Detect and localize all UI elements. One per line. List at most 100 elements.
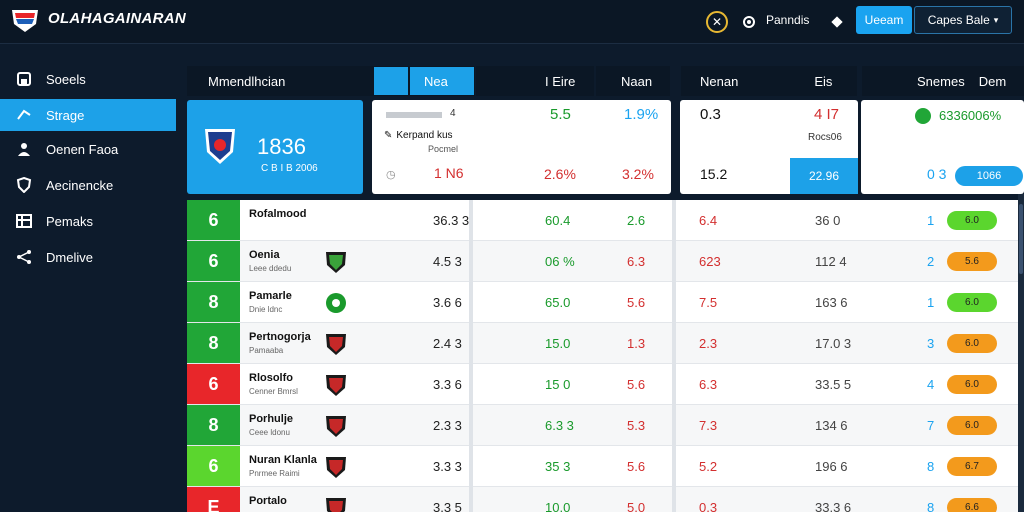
team-name[interactable]: Rlosolfo xyxy=(249,372,293,384)
stat-cell: 15.0 xyxy=(545,336,571,351)
score-pill[interactable]: 6.0 xyxy=(947,375,997,394)
column-header-label: Eis xyxy=(814,73,833,89)
team-crest-icon xyxy=(326,375,346,396)
outline-button[interactable]: Capes Bale ▾ xyxy=(914,6,1012,34)
stat-cell: 6.3 xyxy=(699,377,718,392)
card-value: 15.2 xyxy=(700,166,728,182)
team-crest-icon xyxy=(326,252,346,273)
main-content: Mmendlhcian Nea I Eire Naan Nenan Eis Sn… xyxy=(176,44,1024,512)
column-divider xyxy=(469,200,473,512)
stat-cell: 623 xyxy=(699,254,721,269)
stats-card: 6336006% 0 3 1066 xyxy=(861,100,1024,194)
stat-cell: 134 6 xyxy=(815,418,848,433)
rank-badge: 8 xyxy=(187,323,240,363)
card-value: 6336006% xyxy=(939,108,1002,123)
team-name[interactable]: Pamarle xyxy=(249,290,292,302)
column-header[interactable]: Snemes Dem xyxy=(862,66,1024,96)
brand-logo-icon[interactable] xyxy=(10,6,40,34)
stat-cell: 7 xyxy=(927,418,935,433)
sidebar-item-2[interactable]: Oenen Faoa xyxy=(0,133,176,165)
table-row[interactable]: 6 Rlosolfo Cenner Bmrsl 3.3 6 15 0 5.6 6.3 33.5… xyxy=(187,364,1024,405)
stat-cell: 36 0 xyxy=(815,213,841,228)
table-row[interactable]: E Portalo 3.3 5 10.0 5.0 0.3 33.3 6 8 6.6 xyxy=(187,487,1024,512)
top-link[interactable]: Panndis xyxy=(766,13,810,27)
stat-cell: 5.6 xyxy=(627,295,646,310)
highlight-value-button[interactable]: 22.96 xyxy=(790,158,858,194)
stat-cell: 196 6 xyxy=(815,459,848,474)
scrollbar[interactable] xyxy=(1018,194,1024,512)
table-row[interactable]: 8 Porhulje Ceee ldonu 2.3 3 6.3 3 5.3 7.3 134 6… xyxy=(187,405,1024,446)
team-name[interactable]: Pertnogorja xyxy=(249,331,311,343)
team-name[interactable]: Nuran Klanla xyxy=(249,454,317,466)
card-sublabel: Pocmel xyxy=(428,144,459,154)
team-subtitle: Pamaaba xyxy=(249,346,284,355)
column-header[interactable]: I Eire xyxy=(476,66,594,96)
stat-cell: 33.5 5 xyxy=(815,377,852,392)
sidebar-item-3[interactable]: Aecinencke xyxy=(0,169,176,201)
settings-icon[interactable] xyxy=(738,11,760,33)
stat-cell: 3.3 5 xyxy=(433,500,462,512)
column-divider xyxy=(672,200,676,512)
stat-cell: 4.5 3 xyxy=(433,254,462,269)
column-header-label: Snemes xyxy=(917,73,965,89)
column-header[interactable]: Nea xyxy=(409,66,475,96)
team-name[interactable]: Rofalmood xyxy=(249,208,307,220)
feature-card[interactable]: 1836 C B I B 2006 xyxy=(187,100,363,194)
stat-cell: 2 xyxy=(927,254,935,269)
standings-table: 6 Rofalmood 36.3 3 60.4 2.6 6.4 36 0 1 6.0 6 Oenia… xyxy=(187,200,1024,512)
column-header-accent xyxy=(373,66,409,96)
score-pill[interactable]: 6.0 xyxy=(947,293,997,312)
table-row[interactable]: 6 Oenia Leee ddedu 4.5 3 06 % 6.3 623 112 4 2 5.6 xyxy=(187,241,1024,282)
rank-badge: 6 xyxy=(187,446,240,486)
team-subtitle: Pnrmee Raimi xyxy=(249,469,300,478)
sidebar-item-label: Pemaks xyxy=(46,213,93,229)
diamond-icon[interactable] xyxy=(826,11,848,33)
scrollbar-thumb[interactable] xyxy=(1019,204,1023,274)
card-value: 3.2% xyxy=(622,166,654,182)
table-row[interactable]: 8 Pertnogorja Pamaaba 2.4 3 15.0 1.3 2.3 17.0 3… xyxy=(187,323,1024,364)
card-value: 4 I7 xyxy=(814,106,840,123)
top-bar: OLAHAGAINARAN ✕ Panndis Ueeam Capes Bale… xyxy=(0,0,1024,44)
sidebar-item-label: Strage xyxy=(46,107,85,123)
team-name[interactable]: Porhulje xyxy=(249,413,294,425)
stat-cell: 5.6 xyxy=(627,377,646,392)
team-name[interactable]: Portalo xyxy=(249,495,287,507)
value-pill[interactable]: 1066 xyxy=(955,166,1023,186)
placeholder-bar xyxy=(386,112,442,118)
stat-cell: 163 6 xyxy=(815,295,848,310)
table-row[interactable]: 8 Pamarle Dnie ldnc 3.6 6 65.0 5.6 7.5 163 6 1 6.… xyxy=(187,282,1024,323)
stat-cell: 3.3 6 xyxy=(433,377,462,392)
stat-cell: 7.3 xyxy=(699,418,718,433)
stat-cell: 33.3 6 xyxy=(815,500,852,512)
table-row[interactable]: 6 Rofalmood 36.3 3 60.4 2.6 6.4 36 0 1 6.0 xyxy=(187,200,1024,241)
score-pill[interactable]: 6.0 xyxy=(947,416,997,435)
score-pill[interactable]: 6.0 xyxy=(947,211,997,230)
share-icon xyxy=(14,107,34,123)
card-value: 5.5 xyxy=(550,106,571,123)
team-name[interactable]: Oenia xyxy=(249,249,280,261)
sidebar-item-4[interactable]: Pemaks xyxy=(0,205,176,237)
stat-cell: 10.0 xyxy=(545,500,571,512)
team-subtitle: Ceee ldonu xyxy=(249,428,290,437)
sidebar-item-1[interactable]: Strage xyxy=(0,99,176,131)
stat-cell: 8 xyxy=(927,459,935,474)
score-pill[interactable]: 6.6 xyxy=(947,498,997,512)
notifications-icon[interactable]: ✕ xyxy=(706,11,728,33)
score-pill[interactable]: 6.7 xyxy=(947,457,997,476)
rank-badge: 6 xyxy=(187,364,240,404)
card-value: 1 N6 xyxy=(434,165,464,181)
column-header-label: Nenan xyxy=(700,73,739,89)
stat-cell: 6.4 xyxy=(699,213,718,228)
column-header[interactable]: Mmendlhcian xyxy=(187,66,373,96)
column-header[interactable]: Nenan Eis xyxy=(681,66,857,96)
sidebar-item-5[interactable]: Dmelive xyxy=(0,241,176,273)
score-pill[interactable]: 5.6 xyxy=(947,252,997,271)
sidebar-item-0[interactable]: Soeels xyxy=(0,63,176,95)
shield-icon xyxy=(14,177,34,193)
column-header[interactable]: Naan xyxy=(596,66,670,96)
team-subtitle: Leee ddedu xyxy=(249,264,292,273)
score-pill[interactable]: 6.0 xyxy=(947,334,997,353)
table-row[interactable]: 6 Nuran Klanla Pnrmee Raimi 3.3 3 35 3 5.6 5.2… xyxy=(187,446,1024,487)
primary-button[interactable]: Ueeam xyxy=(856,6,912,34)
stat-cell: 2.4 3 xyxy=(433,336,462,351)
